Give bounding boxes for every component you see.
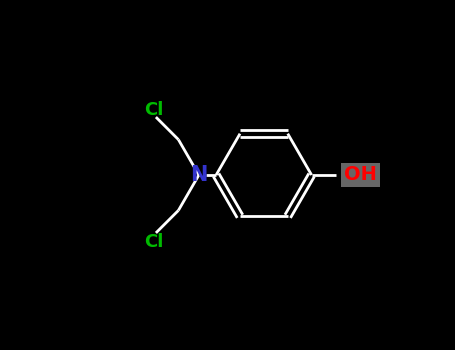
Text: Cl: Cl [144, 233, 163, 251]
Text: Cl: Cl [144, 101, 163, 119]
Text: OH: OH [344, 166, 377, 184]
Text: N: N [190, 165, 207, 185]
